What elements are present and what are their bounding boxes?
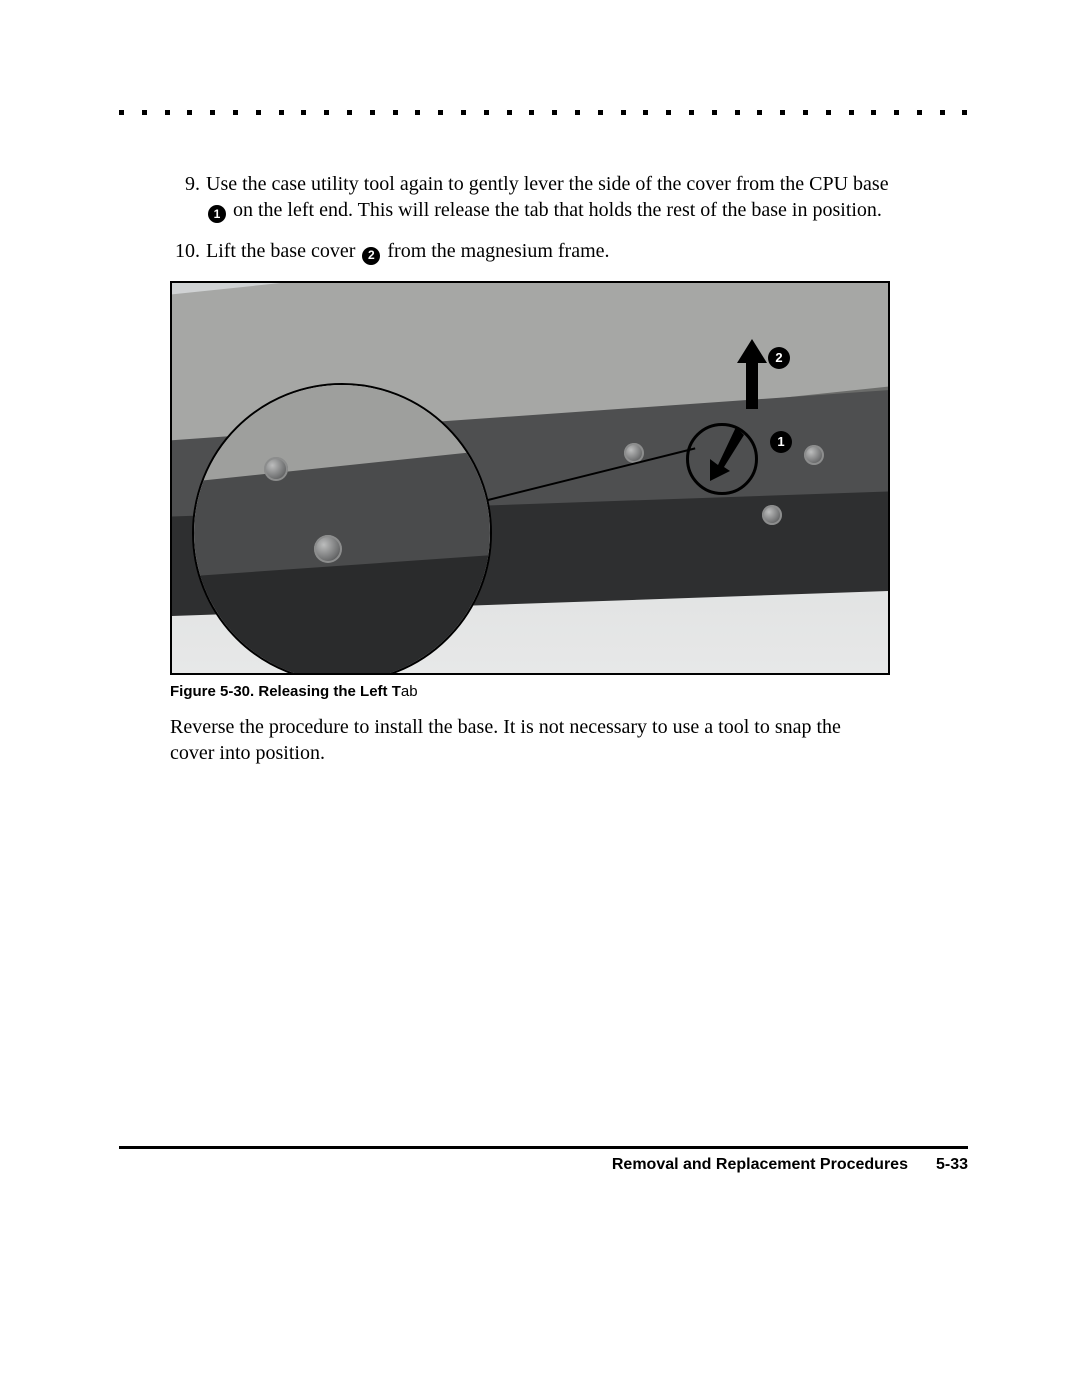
figure-frame: 2 1 xyxy=(170,281,890,675)
header-dot xyxy=(712,110,717,115)
header-dot xyxy=(119,110,124,115)
footer-rule xyxy=(119,1146,968,1149)
arrow-up-icon xyxy=(732,339,772,409)
screw-icon xyxy=(264,457,288,481)
figure-caption-prefix: Figure 5-30. xyxy=(170,683,258,700)
header-dot xyxy=(484,110,489,115)
header-dot xyxy=(735,110,740,115)
header-dot xyxy=(210,110,215,115)
footer-page: 5-33 xyxy=(936,1156,968,1173)
header-dot-row xyxy=(119,110,968,115)
procedure-step: 9.Use the case utility tool again to gen… xyxy=(170,172,890,223)
figure-caption-main: Releasing the Left T xyxy=(258,683,401,700)
header-dot xyxy=(666,110,671,115)
header-dot xyxy=(917,110,922,115)
header-dot xyxy=(370,110,375,115)
callout-badge-2: 2 xyxy=(768,347,790,369)
inline-badge: 1 xyxy=(208,205,226,223)
detail-callout-circle xyxy=(192,383,492,675)
header-dot xyxy=(575,110,580,115)
header-dot xyxy=(279,110,284,115)
page: 9.Use the case utility tool again to gen… xyxy=(0,0,1080,1397)
step-text: Use the case utility tool again to gentl… xyxy=(206,172,890,223)
header-dot xyxy=(894,110,899,115)
figure-caption-suffix: ab xyxy=(401,683,418,700)
footer-title: Removal and Replacement Procedures xyxy=(612,1156,908,1173)
header-dot xyxy=(393,110,398,115)
screw-icon xyxy=(804,445,824,465)
header-dot xyxy=(940,110,945,115)
header-dot xyxy=(507,110,512,115)
header-dot xyxy=(438,110,443,115)
arrow-down-left-icon xyxy=(706,427,746,481)
header-dot xyxy=(552,110,557,115)
header-dot xyxy=(415,110,420,115)
procedure-step: 10.Lift the base cover 2 from the magnes… xyxy=(170,239,890,265)
header-dot xyxy=(461,110,466,115)
screw-icon xyxy=(314,535,342,563)
header-dot xyxy=(598,110,603,115)
header-dot xyxy=(529,110,534,115)
header-dot xyxy=(233,110,238,115)
procedure-steps: 9.Use the case utility tool again to gen… xyxy=(170,172,890,265)
header-dot xyxy=(757,110,762,115)
step-text: Lift the base cover 2 from the magnesium… xyxy=(206,239,890,265)
content-block: 9.Use the case utility tool again to gen… xyxy=(170,172,890,766)
screw-icon xyxy=(762,505,782,525)
header-dot xyxy=(962,110,967,115)
step-number: 10. xyxy=(170,239,200,265)
header-dot xyxy=(849,110,854,115)
header-dot xyxy=(165,110,170,115)
header-dot xyxy=(826,110,831,115)
header-dot xyxy=(347,110,352,115)
header-dot xyxy=(324,110,329,115)
inline-badge: 2 xyxy=(362,247,380,265)
figure-caption: Figure 5-30. Releasing the Left Tab xyxy=(170,683,890,700)
header-dot xyxy=(621,110,626,115)
header-dot xyxy=(142,110,147,115)
header-dot xyxy=(803,110,808,115)
step-number: 9. xyxy=(170,172,200,223)
header-dot xyxy=(256,110,261,115)
figure: 2 1 Figure 5-30. Releasing xyxy=(170,281,890,700)
header-dot xyxy=(643,110,648,115)
footer-text: Removal and Replacement Procedures 5-33 xyxy=(612,1156,968,1174)
header-dot xyxy=(780,110,785,115)
header-dot xyxy=(187,110,192,115)
reinstall-note: Reverse the procedure to install the bas… xyxy=(170,714,890,766)
header-dot xyxy=(301,110,306,115)
header-dot xyxy=(871,110,876,115)
header-dot xyxy=(689,110,694,115)
callout-badge-1: 1 xyxy=(770,431,792,453)
